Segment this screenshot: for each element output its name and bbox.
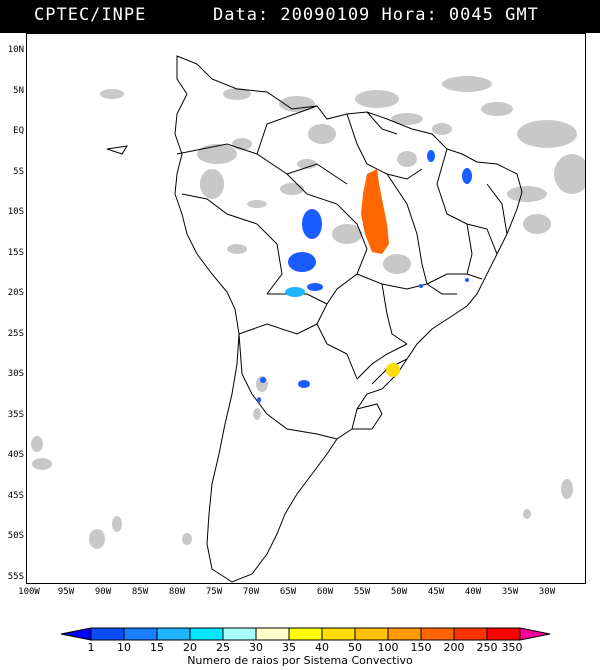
colorbar-label: 350 (501, 641, 523, 654)
lat-label: 30S (7, 369, 24, 379)
colorbar-label: 15 (150, 641, 164, 654)
colorbar-label: 20 (183, 641, 197, 654)
lat-label: 45S (7, 491, 24, 501)
colorbar-label: 35 (282, 641, 296, 654)
lat-label: 55S (7, 572, 24, 582)
lon-label: 35W (501, 587, 519, 597)
lat-label: 5S (13, 167, 24, 177)
cluster-bolivia-central (288, 252, 316, 272)
colorbar-swatch (60, 627, 92, 641)
lat-label: 25S (7, 329, 24, 339)
colorbar-label: 150 (410, 641, 432, 654)
cluster-argentina (298, 380, 310, 388)
cluster-maranhao (427, 150, 435, 162)
lon-label: 60W (316, 587, 334, 597)
colorbar-swatch (222, 627, 257, 641)
lon-label: 55W (353, 587, 371, 597)
colorbar-label: 1 (87, 641, 95, 654)
cluster-argentina-small (257, 397, 261, 403)
colorbar-swatch (90, 627, 125, 641)
lat-label: 5N (13, 86, 24, 96)
lon-label: 90W (94, 587, 112, 597)
colorbar-swatch (420, 627, 455, 641)
colorbar (60, 627, 551, 641)
south-america-map (31, 55, 585, 583)
cluster-mato-grosso (361, 169, 389, 254)
lon-label: 70W (242, 587, 260, 597)
colorbar-label: 50 (348, 641, 362, 654)
datetime-label: Data: 20090109 Hora: 0045 GMT (213, 5, 539, 25)
colorbar-swatch (519, 627, 551, 641)
colorbar-label: 25 (216, 641, 230, 654)
colorbar-label: 30 (249, 641, 263, 654)
lon-label: 85W (131, 587, 149, 597)
colorbar-swatch (387, 627, 422, 641)
lat-label: 50S (7, 531, 24, 541)
cluster-argentina-west (260, 377, 266, 383)
colorbar-swatch (189, 627, 224, 641)
colorbar-swatch (354, 627, 389, 641)
colorbar-swatch (321, 627, 356, 641)
lon-label: 100W (18, 587, 40, 597)
map-panel (26, 33, 586, 584)
cluster-chaco (307, 283, 323, 291)
source-label: CPTEC/INPE (34, 5, 147, 25)
colorbar-swatch (156, 627, 191, 641)
lon-label: 50W (390, 587, 408, 597)
lon-label: 80W (168, 587, 186, 597)
colorbar-title: Numero de raios por Sistema Convectivo (187, 654, 413, 667)
lon-label: 95W (57, 587, 75, 597)
coastlines (106, 55, 523, 583)
cluster-paraguay (285, 287, 305, 297)
lat-label: 10S (7, 207, 24, 217)
colorbar-label: 100 (377, 641, 399, 654)
lon-label: 75W (205, 587, 223, 597)
lon-label: 40W (464, 587, 482, 597)
colorbar-swatch (486, 627, 521, 641)
lon-label: 30W (538, 587, 556, 597)
lat-label: EQ (13, 126, 24, 136)
cluster-piaui (462, 168, 472, 184)
lon-label: 45W (427, 587, 445, 597)
colorbar-swatch (288, 627, 323, 641)
cluster-sao-paulo (419, 284, 423, 288)
cluster-rio-grande-do-sul (386, 363, 400, 377)
colorbar-label: 10 (117, 641, 131, 654)
lat-label: 20S (7, 288, 24, 298)
lat-label: 40S (7, 450, 24, 460)
colorbar-swatch (453, 627, 488, 641)
cluster-bolivia-north (302, 209, 322, 239)
lat-label: 15S (7, 248, 24, 258)
colorbar-swatch (255, 627, 290, 641)
colorbar-label: 200 (443, 641, 465, 654)
colorbar-swatch (123, 627, 158, 641)
colorbar-label: 250 (476, 641, 498, 654)
lon-label: 65W (279, 587, 297, 597)
lightning-clusters (257, 150, 472, 403)
lat-label: 35S (7, 410, 24, 420)
colorbar-swatches (60, 627, 551, 641)
colorbar-label: 40 (315, 641, 329, 654)
header-bar: CPTEC/INPE Data: 20090109 Hora: 0045 GMT (0, 0, 600, 33)
cluster-minas (465, 278, 469, 282)
lat-label: 10N (7, 45, 24, 55)
